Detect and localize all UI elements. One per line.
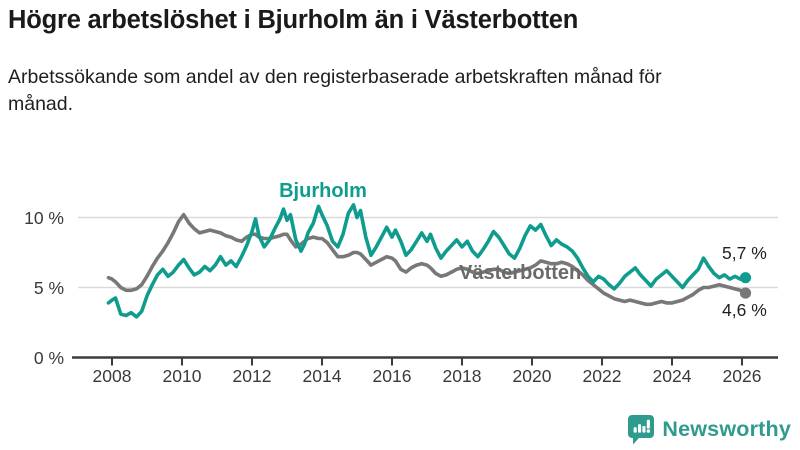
- x-axis-tick-label: 2010: [162, 366, 202, 386]
- y-axis-tick-label: 10 %: [24, 207, 64, 228]
- newsworthy-logo-text: Newsworthy: [662, 417, 791, 441]
- chart-title: Högre arbetslöshet i Bjurholm än i Väste…: [8, 6, 579, 34]
- end-value-bjurholm: 5,7 %: [722, 243, 767, 263]
- västerbotten-line: [106, 212, 748, 307]
- x-axis-tick-label: 2016: [372, 366, 412, 386]
- series-label-västerbotten: Västerbotten: [459, 262, 582, 284]
- x-axis-tick-label: 2024: [652, 366, 692, 386]
- newsworthy-icon: [628, 415, 655, 445]
- västerbotten-end-dot: [739, 287, 752, 299]
- x-axis-tick-label: 2014: [302, 366, 342, 386]
- bjurholm-end-dot: [739, 272, 752, 284]
- y-axis-tick-label: 5 %: [33, 277, 64, 298]
- x-axis-tick-label: 2018: [442, 366, 482, 386]
- x-axis-tick-label: 2008: [92, 366, 132, 386]
- bjurholm-line: [106, 203, 748, 319]
- chart-subtitle: Arbetssökande som andel av den registerb…: [8, 66, 662, 115]
- x-axis-tick-label: 2022: [582, 366, 622, 386]
- series-label-bjurholm: Bjurholm: [279, 180, 367, 202]
- end-value-västerbotten: 4,6 %: [722, 300, 767, 320]
- newsworthy-logo: Newsworthy: [627, 414, 791, 445]
- x-axis-tick-label: 2026: [722, 366, 762, 386]
- x-axis-tick-label: 2020: [512, 366, 552, 386]
- y-axis-tick-label: 0 %: [33, 347, 64, 368]
- x-axis-tick-label: 2012: [232, 366, 272, 386]
